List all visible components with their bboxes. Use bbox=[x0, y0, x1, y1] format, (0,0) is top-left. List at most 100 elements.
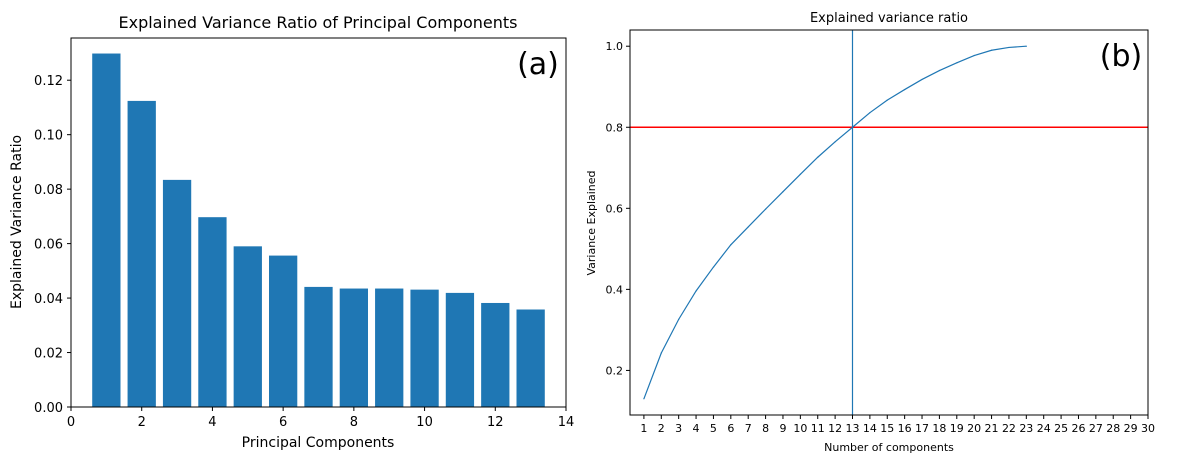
y-tick-label: 0.4 bbox=[606, 283, 624, 296]
point-n-15 bbox=[886, 99, 888, 101]
panel-b-points bbox=[643, 45, 1027, 400]
bar-pc-3 bbox=[162, 179, 192, 407]
point-n-6 bbox=[730, 244, 732, 246]
bar-pc-11 bbox=[445, 292, 475, 407]
point-n-14 bbox=[869, 112, 871, 114]
point-n-12 bbox=[834, 141, 836, 143]
point-n-5 bbox=[712, 266, 715, 268]
bar-pc-7 bbox=[304, 286, 333, 407]
x-tick-label: 2 bbox=[658, 422, 665, 435]
y-tick-label: 0.8 bbox=[606, 121, 624, 134]
y-tick-label: 0.08 bbox=[34, 183, 63, 198]
x-tick-label: 18 bbox=[932, 422, 946, 435]
point-n-20 bbox=[973, 54, 975, 57]
panel-b-y-label: Variance Explained bbox=[585, 170, 598, 275]
x-tick-label: 13 bbox=[845, 422, 859, 435]
x-tick-label: 24 bbox=[1037, 422, 1051, 435]
x-tick-label: 26 bbox=[1071, 422, 1085, 435]
x-tick-label: 6 bbox=[727, 422, 734, 435]
point-n-16 bbox=[904, 88, 906, 91]
bar-pc-5 bbox=[233, 246, 262, 407]
x-tick-label: 1 bbox=[640, 422, 647, 435]
panel-a-x-label: Principal Components bbox=[242, 435, 395, 451]
point-n-10 bbox=[799, 173, 801, 175]
panel-a-y-label: Explained Variance Ratio bbox=[9, 135, 25, 309]
x-tick-label: 3 bbox=[675, 422, 682, 435]
y-tick-label: 0.10 bbox=[34, 129, 63, 144]
panel-b-corner-label: (b) bbox=[1100, 39, 1142, 74]
x-tick-label: 14 bbox=[558, 415, 575, 430]
x-tick-label: 7 bbox=[745, 422, 752, 435]
x-tick-label: 23 bbox=[1019, 422, 1033, 435]
x-tick-label: 9 bbox=[779, 422, 786, 435]
point-n-18 bbox=[938, 69, 941, 72]
bar-pc-13 bbox=[516, 309, 545, 407]
point-n-23 bbox=[1025, 45, 1027, 47]
y-tick-label: 0.6 bbox=[606, 202, 624, 215]
x-tick-label: 19 bbox=[950, 422, 964, 435]
y-tick-label: 0.2 bbox=[606, 364, 624, 377]
panel-a-bars bbox=[92, 53, 545, 407]
bar-pc-4 bbox=[198, 217, 227, 407]
x-tick-label: 12 bbox=[828, 422, 842, 435]
point-n-17 bbox=[921, 78, 923, 81]
x-tick-label: 16 bbox=[898, 422, 912, 435]
x-tick-label: 25 bbox=[1054, 422, 1068, 435]
x-tick-label: 10 bbox=[416, 415, 433, 430]
point-n-13 bbox=[851, 126, 854, 128]
x-tick-label: 2 bbox=[138, 415, 146, 430]
point-n-19 bbox=[956, 62, 958, 64]
y-tick-label: 0.00 bbox=[34, 401, 63, 416]
x-tick-label: 28 bbox=[1106, 422, 1120, 435]
point-n-3 bbox=[678, 318, 680, 320]
panel-b-x-ticks: 1 2 3 4 5 6 7 8 9 10 11 12 13 14 15 16 17 18 19 20 21 22 23 24 2… bbox=[640, 415, 1155, 435]
x-tick-label: 4 bbox=[693, 422, 700, 435]
x-tick-label: 12 bbox=[487, 415, 504, 430]
x-tick-label: 5 bbox=[710, 422, 717, 435]
x-tick-label: 8 bbox=[762, 422, 769, 435]
bar-pc-10 bbox=[410, 289, 439, 407]
x-tick-label: 30 bbox=[1141, 422, 1155, 435]
bar-pc-12 bbox=[481, 302, 510, 407]
x-tick-label: 27 bbox=[1089, 422, 1103, 435]
panel-b-plot-frame bbox=[629, 29, 1149, 416]
bar-pc-1 bbox=[92, 53, 121, 407]
x-tick-label: 6 bbox=[279, 415, 287, 430]
bar-pc-2 bbox=[127, 100, 156, 407]
x-tick-label: 11 bbox=[811, 422, 825, 435]
panel-a-x-ticks: 0 2 4 6 8 10 12 14 bbox=[67, 407, 574, 430]
x-tick-label: 29 bbox=[1124, 422, 1138, 435]
panel-b-y-ticks: 0.2 0.4 0.6 0.8 1.0 bbox=[606, 40, 630, 377]
x-tick-label: 21 bbox=[985, 422, 999, 435]
y-tick-label: 1.0 bbox=[606, 40, 624, 53]
y-tick-label: 0.04 bbox=[34, 292, 63, 307]
panel-a-bar-chart: Explained Variance Ratio of Principal Co… bbox=[9, 13, 574, 451]
bar-pc-6 bbox=[269, 255, 298, 407]
y-tick-label: 0.02 bbox=[34, 347, 63, 362]
x-tick-label: 20 bbox=[967, 422, 981, 435]
point-n-9 bbox=[782, 191, 784, 193]
panel-b-title: Explained variance ratio bbox=[810, 11, 968, 26]
panel-a-title: Explained Variance Ratio of Principal Co… bbox=[118, 13, 517, 32]
panel-a-y-ticks: 0.00 0.02 0.04 0.06 0.08 0.10 0.12 bbox=[34, 74, 71, 416]
point-n-2 bbox=[660, 352, 662, 354]
point-n-7 bbox=[747, 226, 749, 228]
panel-a-plot-frame bbox=[70, 37, 567, 408]
bar-pc-8 bbox=[339, 288, 368, 407]
point-n-22 bbox=[1008, 46, 1010, 49]
x-tick-label: 0 bbox=[67, 415, 75, 430]
panel-b-line-chart: Explained variance ratio 1 2 3 4 5 6 7 8 9 10 11 12… bbox=[585, 11, 1155, 454]
x-tick-label: 15 bbox=[880, 422, 894, 435]
panel-b-cumulative-line bbox=[643, 45, 1027, 400]
y-tick-label: 0.12 bbox=[34, 74, 63, 89]
x-tick-label: 14 bbox=[863, 422, 877, 435]
x-tick-label: 22 bbox=[1002, 422, 1016, 435]
x-tick-label: 10 bbox=[793, 422, 807, 435]
point-n-4 bbox=[695, 290, 697, 292]
point-n-21 bbox=[990, 49, 993, 51]
bar-pc-9 bbox=[375, 288, 404, 407]
point-n-1 bbox=[643, 398, 645, 400]
panel-b-x-label: Number of components bbox=[824, 441, 954, 454]
panel-a-corner-label: (a) bbox=[517, 47, 559, 82]
